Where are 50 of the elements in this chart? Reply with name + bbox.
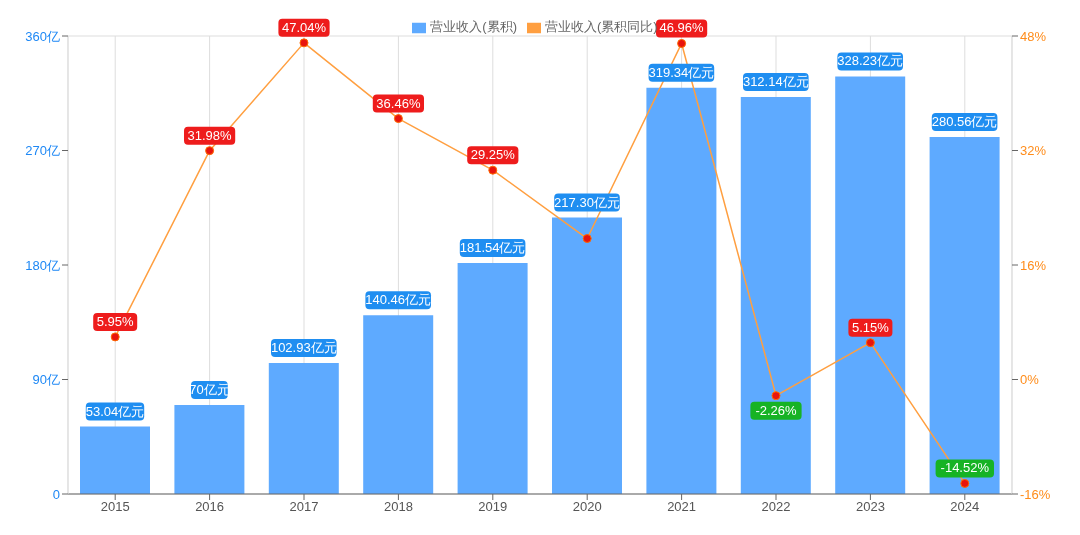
bar [740, 96, 811, 494]
legend-label: 营业收入(累积同比) [545, 19, 658, 34]
y-tick-label: 360亿 [25, 28, 60, 44]
data-label: 328.23亿元 [837, 53, 904, 69]
data-label: 319.34亿元 [648, 64, 715, 80]
bar [80, 426, 150, 494]
data-label: -14.52% [940, 460, 990, 476]
y-tick-label: 180亿 [25, 257, 60, 273]
y-tick-label: 0 [52, 486, 60, 502]
x-tick-label: 2021 [667, 499, 697, 515]
bar [174, 404, 245, 494]
bar [268, 363, 339, 494]
data-label: 217.30亿元 [554, 194, 620, 210]
x-tick-label: 2019 [478, 499, 508, 515]
legend-label: 营业收入(累积) [430, 19, 517, 34]
data-label: 47.04% [281, 19, 327, 35]
data-label: 5.15% [851, 319, 890, 335]
data-label: 31.98% [187, 127, 233, 143]
x-tick-label: 2023 [855, 499, 885, 515]
data-label: -2.26% [755, 402, 798, 418]
y2-tick-label: 32% [1020, 143, 1047, 159]
y-tick-label: 270亿 [25, 143, 60, 159]
x-tick-label: 2024 [950, 499, 980, 515]
data-label: 280.56亿元 [931, 114, 998, 130]
bar [363, 315, 434, 494]
data-label: 312.14亿元 [742, 73, 809, 89]
data-label: 53.04亿元 [85, 403, 145, 419]
y2-tick-label: 16% [1020, 257, 1047, 273]
y2-tick-label: -16% [1020, 486, 1051, 502]
x-tick-label: 2022 [761, 499, 791, 515]
y2-tick-label: 0% [1020, 372, 1040, 388]
y2-tick-label: 48% [1020, 28, 1047, 44]
data-label: 29.25% [470, 147, 516, 163]
bar [457, 263, 528, 494]
x-tick-label: 2015 [100, 499, 130, 515]
bar [646, 87, 717, 494]
data-label: 102.93亿元 [270, 340, 337, 356]
x-tick-label: 2017 [289, 499, 319, 515]
bar [552, 217, 622, 494]
y-tick-label: 90亿 [32, 372, 60, 388]
data-label: 36.46% [376, 95, 421, 111]
x-tick-label: 2020 [572, 499, 602, 515]
data-label: 46.96% [659, 20, 705, 36]
x-tick-label: 2016 [195, 499, 225, 515]
data-label: 181.54亿元 [459, 240, 526, 256]
data-label: 140.46亿元 [365, 292, 432, 308]
bar [929, 137, 1000, 494]
x-tick-label: 2018 [383, 499, 413, 515]
data-label: 5.95% [96, 313, 135, 329]
bar [835, 76, 906, 494]
